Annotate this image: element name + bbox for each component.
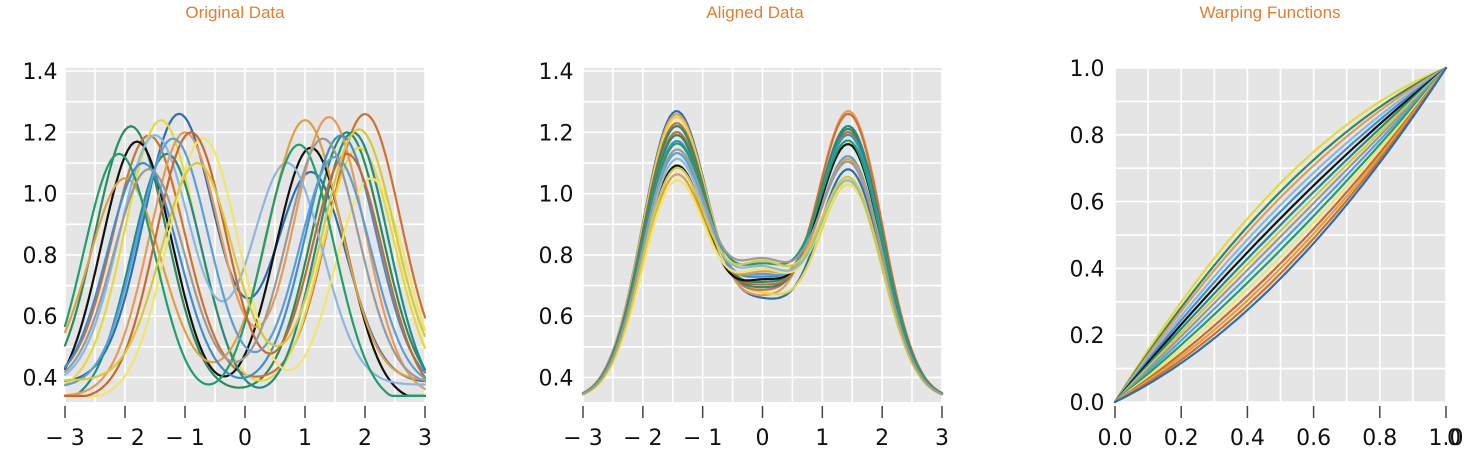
x-tick-label: 0.8	[1362, 426, 1397, 451]
y-tick-label: 0.0	[1070, 391, 1105, 416]
panel-title-warping: Warping Functions	[1199, 3, 1341, 22]
warping-series-line	[1113, 66, 1448, 404]
x-tick-label: − 2	[623, 426, 662, 451]
warping-series-line	[1113, 66, 1448, 404]
warping-series-line	[1113, 66, 1448, 404]
x-tick-label: 2	[875, 426, 889, 451]
y-tick-label: 0.6	[1070, 191, 1105, 216]
warping-series-line	[1113, 66, 1448, 404]
y-tick-label: 1.2	[539, 121, 574, 146]
x-tick-label: − 1	[683, 426, 722, 451]
x-tick-label: 3	[418, 426, 432, 451]
y-tick-label: 0.8	[539, 244, 574, 269]
y-tick-label: 1.4	[23, 60, 58, 85]
x-tick-label: − 2	[105, 426, 144, 451]
warping-series-line	[1113, 66, 1448, 404]
x-tick-label: 0.6	[1296, 426, 1331, 451]
y-tick-label: 1.0	[23, 183, 58, 208]
warping-series-line	[1113, 66, 1448, 404]
x-tick-label: − 3	[563, 426, 602, 451]
x-tick-label: 0.4	[1230, 426, 1265, 451]
panel-title-original: Original Data	[185, 3, 285, 22]
warping-series-line	[1113, 66, 1448, 404]
x-tick-label: 0.0	[1098, 426, 1133, 451]
y-tick-label: 1.2	[23, 121, 58, 146]
warping-series-line	[1113, 66, 1448, 404]
aligned-series-line	[581, 148, 944, 396]
y-tick-label: 0.6	[539, 305, 574, 330]
warping-series-line	[1113, 66, 1448, 404]
original-series-line	[63, 118, 427, 381]
aligned-series-line	[581, 166, 944, 396]
x-tick-label: − 1	[165, 426, 204, 451]
original-series-line	[63, 143, 427, 397]
original-series-line	[63, 125, 427, 389]
x-tick-label: 2	[358, 426, 372, 451]
y-tick-label: 0.6	[23, 305, 58, 330]
warping-series-line	[1113, 66, 1448, 404]
original-series-line	[63, 131, 427, 397]
y-tick-label: 0.4	[1070, 257, 1105, 282]
x-tick-label: 0	[238, 426, 252, 451]
x-tick-label: − 3	[45, 426, 84, 451]
original-series-line	[63, 128, 427, 382]
warping-series-line	[1113, 66, 1448, 404]
y-tick-label: 0.4	[539, 366, 574, 391]
original-series-line	[63, 137, 427, 387]
y-tick-label: 0.4	[23, 366, 58, 391]
y-tick-label: 0.2	[1070, 324, 1105, 349]
y-tick-label: 1.4	[539, 60, 574, 85]
x-tick-label: 0	[756, 426, 770, 451]
warping-series-line	[1113, 66, 1448, 404]
x-tick-label: 1.0	[1429, 426, 1464, 451]
y-tick-label: 0.8	[23, 244, 58, 269]
warping-series-line	[1113, 66, 1448, 404]
x-tick-label: 3	[935, 426, 949, 451]
panel-title-aligned: Aligned Data	[706, 3, 804, 22]
y-tick-label: 0.8	[1070, 124, 1105, 149]
y-tick-label: 1.0	[1070, 57, 1105, 82]
warping-series-line	[1113, 66, 1448, 404]
original-series-line	[63, 118, 427, 386]
warping-series-line	[1113, 66, 1448, 404]
x-tick-label: 1	[815, 426, 829, 451]
y-tick-label: 1.0	[539, 183, 574, 208]
x-tick-label-overlap: 0	[1447, 426, 1461, 451]
original-series-line	[63, 137, 427, 382]
x-tick-label: 1	[298, 426, 312, 451]
x-tick-label: 0.2	[1164, 426, 1199, 451]
warping-series-line	[1113, 66, 1448, 404]
